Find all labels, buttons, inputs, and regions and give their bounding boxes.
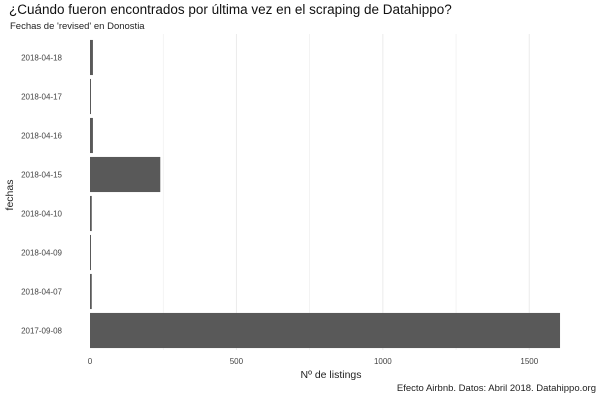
- bar-2018-04-15: [90, 156, 161, 193]
- bar-2018-04-18: [90, 39, 93, 76]
- bars: [90, 39, 561, 349]
- y-tick-label: 2018-04-18: [21, 54, 62, 63]
- chart-title: ¿Cuándo fueron encontrados por última ve…: [9, 2, 452, 17]
- bar-2018-04-09: [90, 234, 91, 271]
- y-axis-label: fechas: [4, 180, 16, 211]
- y-tick-label: 2018-04-17: [21, 93, 62, 102]
- y-tick-label: 2018-04-15: [21, 171, 62, 180]
- x-tick-label: 500: [230, 357, 244, 366]
- x-tick-label: 1000: [374, 357, 392, 366]
- y-tick-label: 2018-04-16: [21, 132, 62, 141]
- bar-2018-04-17: [90, 78, 91, 115]
- bar-2018-04-07: [90, 273, 92, 310]
- bar-2018-04-10: [90, 195, 92, 232]
- x-axis-label: Nº de listings: [300, 369, 361, 381]
- y-tick-label: 2018-04-10: [21, 210, 62, 219]
- x-tick-label: 1500: [520, 357, 538, 366]
- grid-lines: [162, 34, 530, 350]
- y-tick-label: 2018-04-07: [21, 288, 62, 297]
- y-tick-labels: 2018-04-18 2018-04-17 2018-04-16 2018-04-15…: [21, 54, 62, 336]
- chart-subtitle: Fechas de 'revised' en Donostia: [10, 21, 145, 32]
- bar-2018-04-16: [90, 117, 93, 154]
- bar-2017-09-08: [90, 312, 561, 349]
- chart-caption: Efecto Airbnb. Datos: Abril 2018. Datahi…: [396, 383, 596, 394]
- x-tick-label: 0: [88, 357, 93, 366]
- y-tick-label: 2018-04-09: [21, 249, 62, 258]
- y-tick-label: 2017-09-08: [21, 327, 62, 336]
- x-tick-labels: 0 500 1000 1500: [88, 357, 539, 366]
